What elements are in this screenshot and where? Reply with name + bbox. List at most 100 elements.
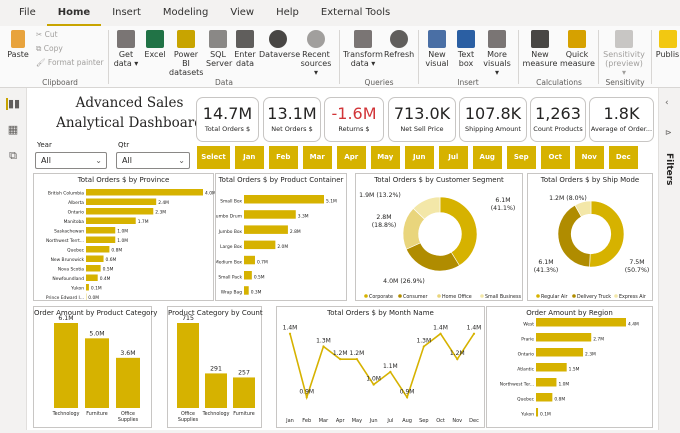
data-label: 1.4M	[467, 325, 482, 332]
enter-data-button[interactable]: Enter data	[233, 30, 257, 68]
format-painter-button[interactable]: 🖌 Format painter	[36, 58, 104, 68]
month-button-oct[interactable]: Oct	[541, 146, 571, 169]
visuals-icon	[488, 30, 506, 48]
month-button-may[interactable]: May	[371, 146, 401, 169]
ribbon: Paste ✂ Cut ⧉ Copy 🖌 Format painter Clip…	[0, 26, 680, 88]
month-button-mar[interactable]: Mar	[303, 146, 333, 169]
x-tick-label: Oct	[436, 418, 445, 424]
month-button-apr[interactable]: Apr	[337, 146, 367, 169]
year-slicer-dropdown[interactable]: All⌄	[35, 152, 107, 169]
data-view-icon[interactable]: ▦	[6, 124, 20, 136]
category-label: Quebec	[67, 248, 84, 254]
data-label: 0.3M	[251, 290, 262, 296]
month-button-dec[interactable]: Dec	[609, 146, 639, 169]
tab-insert[interactable]: Insert	[101, 0, 152, 26]
data-label: 1.0M	[117, 229, 128, 235]
month-button-aug[interactable]: Aug	[473, 146, 503, 169]
cut-button[interactable]: ✂ Cut	[36, 30, 58, 40]
month-button-sep[interactable]: Sep	[507, 146, 537, 169]
category-label: Northwest Ter...	[500, 382, 534, 388]
clipboard-group-label: Clipboard	[20, 78, 100, 87]
get-data-button[interactable]: Get data ▾	[113, 30, 139, 68]
report-view-icon[interactable]: ▮▮	[6, 98, 20, 110]
x-tick-label: Jul	[386, 418, 393, 424]
recent-sources-button[interactable]: Recent sources ▾	[298, 30, 334, 77]
legend-label: Corporate	[369, 294, 393, 300]
month-button-jul[interactable]: Jul	[439, 146, 469, 169]
tab-file[interactable]: File	[8, 0, 47, 26]
qtr-slicer-dropdown[interactable]: All⌄	[116, 152, 190, 169]
tab-modeling[interactable]: Modeling	[152, 0, 220, 26]
chart-province[interactable]: Total Orders $ by Province British Colum…	[33, 173, 214, 301]
publish-button[interactable]: Publis	[655, 30, 680, 59]
data-label: 1.0M	[558, 382, 569, 388]
filters-pane[interactable]: ‹ ⊳ Filters	[658, 88, 680, 430]
x-tick-label: Nov	[452, 418, 462, 424]
chart-title: Order Amount by Product Category	[34, 309, 151, 317]
data-label: 1.3M	[416, 337, 431, 344]
excel-button[interactable]: Excel	[142, 30, 168, 59]
sensitivity-group-label: Sensitivity	[602, 78, 648, 87]
chart-title: Total Orders $ by Province	[34, 176, 213, 184]
category-label: Supplies	[118, 417, 139, 423]
publish-icon	[659, 30, 677, 48]
tab-view[interactable]: View	[219, 0, 265, 26]
kpi-label: Total Orders $	[197, 125, 258, 133]
data-point	[406, 396, 408, 398]
power-bi-datasets-button[interactable]: Power BI datasets	[169, 30, 203, 77]
data-label: 1.3M	[316, 337, 331, 344]
copy-icon: ⧉	[36, 44, 44, 53]
legend-label: Delivery Truck	[577, 294, 611, 300]
tab-help[interactable]: Help	[265, 0, 310, 26]
month-button-feb[interactable]: Feb	[269, 146, 299, 169]
kpi-label: Net Sell Price	[389, 125, 455, 133]
dataverse-button[interactable]: Dataverse	[259, 30, 297, 59]
refresh-button[interactable]: Refresh	[384, 30, 414, 59]
data-label: 1.1M	[383, 363, 398, 370]
data-label: 5.1M	[326, 199, 337, 205]
new-measure-button[interactable]: New measure	[522, 30, 558, 68]
bar	[86, 265, 101, 272]
table-icon	[236, 30, 254, 48]
chart-ship-mode[interactable]: Total Orders $ by Ship Mode 7.5M(50.7%)6…	[527, 173, 653, 301]
model-view-icon[interactable]: ⧉	[6, 150, 20, 162]
new-visual-button[interactable]: New visual	[422, 30, 452, 68]
insert-group-label: Insert	[422, 78, 514, 87]
quick-measure-button[interactable]: Quick measure	[560, 30, 594, 68]
bar	[536, 333, 591, 342]
collapse-chevron-icon[interactable]: ‹	[665, 98, 669, 108]
bar	[86, 208, 153, 215]
chart-product-container[interactable]: Total Orders $ by Product Container Smal…	[215, 173, 347, 301]
slice	[590, 201, 624, 267]
paste-button[interactable]: Paste	[6, 30, 30, 59]
sql-server-button[interactable]: SQL Server	[206, 30, 230, 68]
slice-label: 7.5M	[629, 259, 644, 266]
month-button-nov[interactable]: Nov	[575, 146, 605, 169]
copy-button[interactable]: ⧉ Copy	[36, 44, 63, 54]
text-box-button[interactable]: Text box	[454, 30, 478, 68]
tab-home[interactable]: Home	[47, 0, 101, 26]
tab-external-tools[interactable]: External Tools	[310, 0, 401, 26]
chart-customer-segment[interactable]: Total Orders $ by Customer Segment 6.1M(…	[355, 173, 523, 301]
sensitivity-button[interactable]: Sensitivity (preview) ▾	[602, 30, 646, 77]
month-button-select-all[interactable]: Select all	[197, 146, 230, 169]
bar	[85, 338, 109, 408]
month-button-jan[interactable]: Jan	[235, 146, 265, 169]
month-button-jun[interactable]: Jun	[405, 146, 435, 169]
more-visuals-button[interactable]: More visuals ▾	[480, 30, 514, 77]
data-point	[339, 358, 341, 360]
brush-icon: 🖌	[36, 58, 48, 67]
kpi-value: 1,263	[531, 104, 585, 123]
transform-data-button[interactable]: Transform data ▾	[343, 30, 383, 68]
